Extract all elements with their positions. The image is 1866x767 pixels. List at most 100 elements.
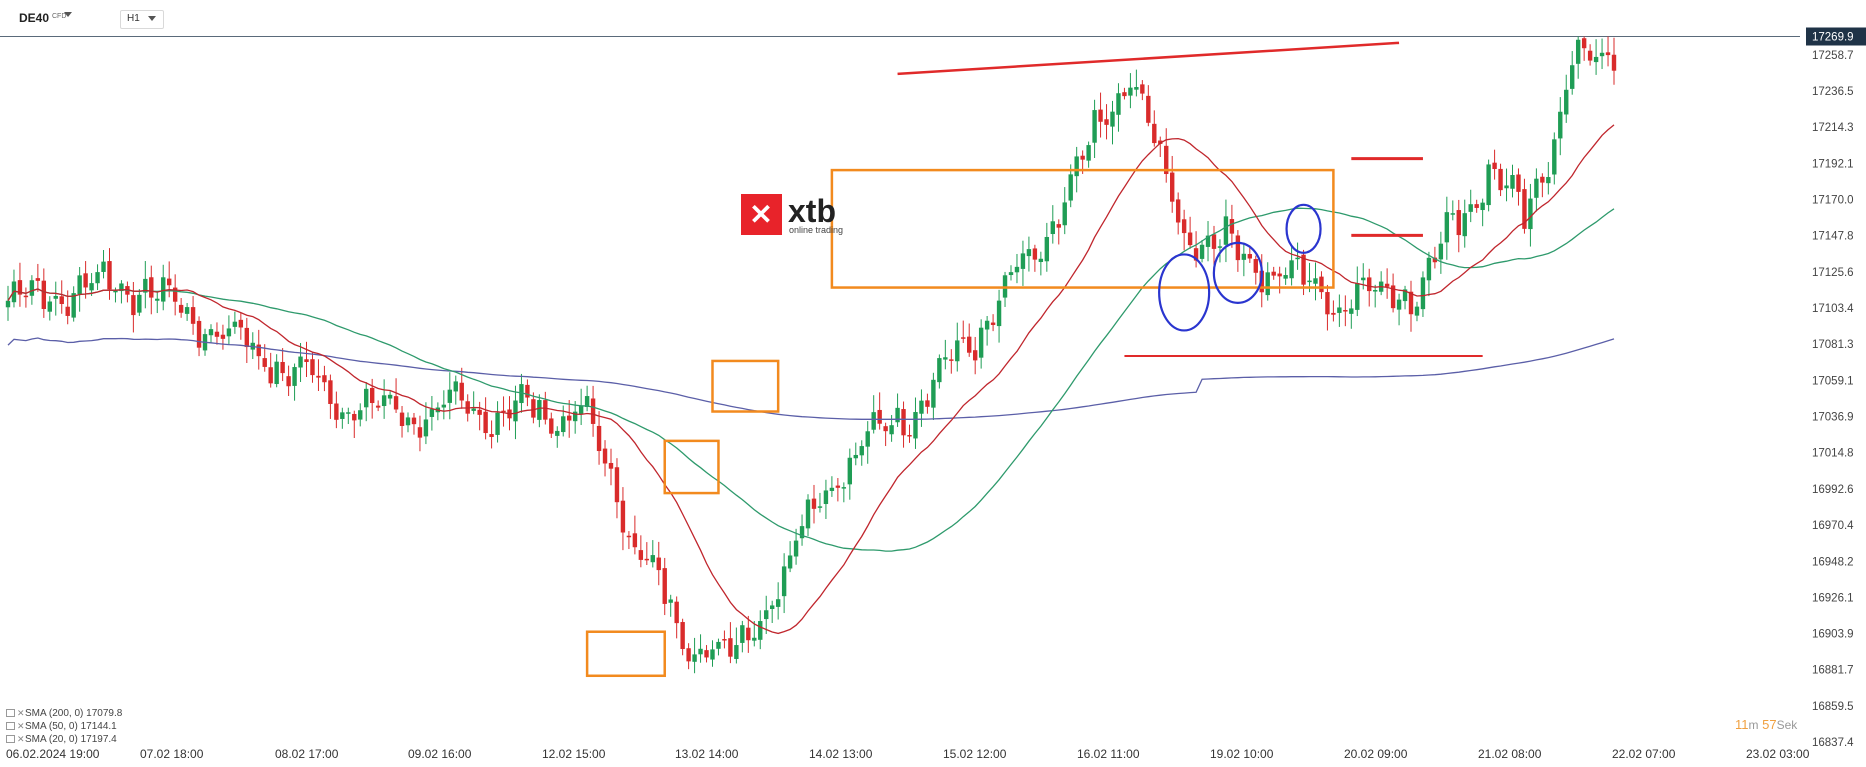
candle-up xyxy=(447,389,452,403)
candle-up xyxy=(1217,246,1223,248)
x-tick-label: 20.02 09:00 xyxy=(1344,747,1408,761)
candle-down xyxy=(674,601,679,624)
close-icon[interactable]: ✕ xyxy=(17,721,25,731)
candle-up xyxy=(53,295,58,299)
candle-up xyxy=(381,395,387,407)
candle-up xyxy=(978,327,984,358)
candle-up xyxy=(561,416,566,433)
x-tick-label: 22.02 07:00 xyxy=(1612,747,1676,761)
candle-down xyxy=(722,639,727,641)
candle-down xyxy=(746,627,751,641)
candle-down xyxy=(1235,235,1241,261)
candle-down xyxy=(399,412,405,426)
candle-down xyxy=(525,384,530,398)
y-tick-label: 17059.1 xyxy=(1812,375,1854,387)
candle-down xyxy=(166,278,172,286)
candle-up xyxy=(423,419,429,437)
candle-up xyxy=(1420,277,1426,310)
y-tick-label: 16859.5 xyxy=(1812,701,1854,713)
candle-up xyxy=(1546,177,1551,184)
y-tick-label: 16948.2 xyxy=(1812,556,1854,568)
candle-up xyxy=(650,555,655,563)
candle-down xyxy=(1605,52,1611,56)
candle-down xyxy=(877,409,882,424)
candle-up xyxy=(937,358,942,383)
x-tick-label: 14.02 13:00 xyxy=(809,747,873,761)
candle-down xyxy=(1384,283,1390,287)
candle-down xyxy=(1158,140,1163,144)
candle-up xyxy=(1008,272,1014,276)
candle-down xyxy=(972,350,978,361)
candle-up xyxy=(1426,257,1432,281)
candle-up xyxy=(143,278,148,293)
candle-down xyxy=(967,336,972,353)
legend-sma50[interactable]: ✕SMA (50, 0) 17144.1 xyxy=(6,719,117,734)
candle-down xyxy=(608,462,614,469)
candle-down xyxy=(17,280,23,295)
candle-down xyxy=(286,376,291,387)
candle-up xyxy=(1414,306,1420,316)
x-tick-label: 09.02 16:00 xyxy=(408,747,472,761)
candle-up xyxy=(155,298,160,301)
candle-down xyxy=(1367,277,1372,292)
legend-sma20[interactable]: ✕SMA (20, 0) 17197.4 xyxy=(6,732,117,747)
candle-down xyxy=(477,409,482,415)
legend-sma200[interactable]: ✕SMA (200, 0) 17079.8 xyxy=(6,706,122,721)
y-tick-label: 17258.7 xyxy=(1812,50,1854,62)
settings-icon[interactable] xyxy=(6,735,15,744)
candle-down xyxy=(626,535,632,538)
x-tick-label: 13.02 14:00 xyxy=(675,747,739,761)
sma-50-line xyxy=(7,207,1615,552)
close-icon[interactable]: ✕ xyxy=(17,708,25,718)
candle-down xyxy=(686,648,691,662)
candle-up xyxy=(1510,175,1515,189)
symbol-dropdown-icon[interactable] xyxy=(64,12,72,17)
current-price-badge xyxy=(1806,27,1866,46)
candle-up xyxy=(364,388,369,408)
settings-icon[interactable] xyxy=(6,709,15,718)
candle-up xyxy=(1396,299,1402,310)
candle-down xyxy=(149,277,154,298)
candle-down xyxy=(178,304,184,313)
y-tick-label: 17081.3 xyxy=(1812,339,1854,351)
legend-label: SMA (200, 0) 17079.8 xyxy=(25,708,123,719)
candle-countdown-timer: 11m 57Sek xyxy=(1735,717,1798,732)
sma-200-line xyxy=(7,337,1615,420)
candle-down xyxy=(1122,92,1127,97)
close-icon[interactable]: ✕ xyxy=(17,734,25,744)
candle-down xyxy=(65,306,70,316)
candle-up xyxy=(698,648,703,655)
candle-down xyxy=(1253,259,1258,273)
candle-up xyxy=(453,381,458,392)
candle-down xyxy=(411,417,417,425)
highlight-circle xyxy=(1158,253,1211,332)
x-tick-label: 06.02.2024 19:00 xyxy=(6,747,100,761)
candle-down xyxy=(632,533,638,548)
candle-down xyxy=(656,557,661,571)
candle-up xyxy=(1504,185,1509,189)
y-tick-label: 16970.4 xyxy=(1812,520,1854,532)
candle-up xyxy=(29,280,35,296)
candle-down xyxy=(59,296,64,305)
timeframe-select[interactable]: H1 xyxy=(120,10,164,29)
settings-icon[interactable] xyxy=(6,722,15,731)
candle-down xyxy=(214,331,220,337)
candle-down xyxy=(1325,292,1330,315)
candle-up xyxy=(775,599,781,607)
symbol-label[interactable]: DE40 xyxy=(19,11,50,25)
candle-up xyxy=(1134,87,1139,90)
consolidation-box xyxy=(711,359,780,413)
candle-up xyxy=(799,526,805,539)
candle-down xyxy=(417,427,423,438)
candle-down xyxy=(1331,312,1336,315)
candle-down xyxy=(304,359,309,363)
candle-up xyxy=(119,283,124,292)
candle-up xyxy=(537,400,542,420)
candle-up xyxy=(781,566,787,597)
candle-down xyxy=(644,558,650,561)
candle-up xyxy=(1074,156,1079,177)
candle-up xyxy=(232,321,238,327)
candle-up xyxy=(1128,87,1133,96)
candle-up xyxy=(1355,283,1360,310)
